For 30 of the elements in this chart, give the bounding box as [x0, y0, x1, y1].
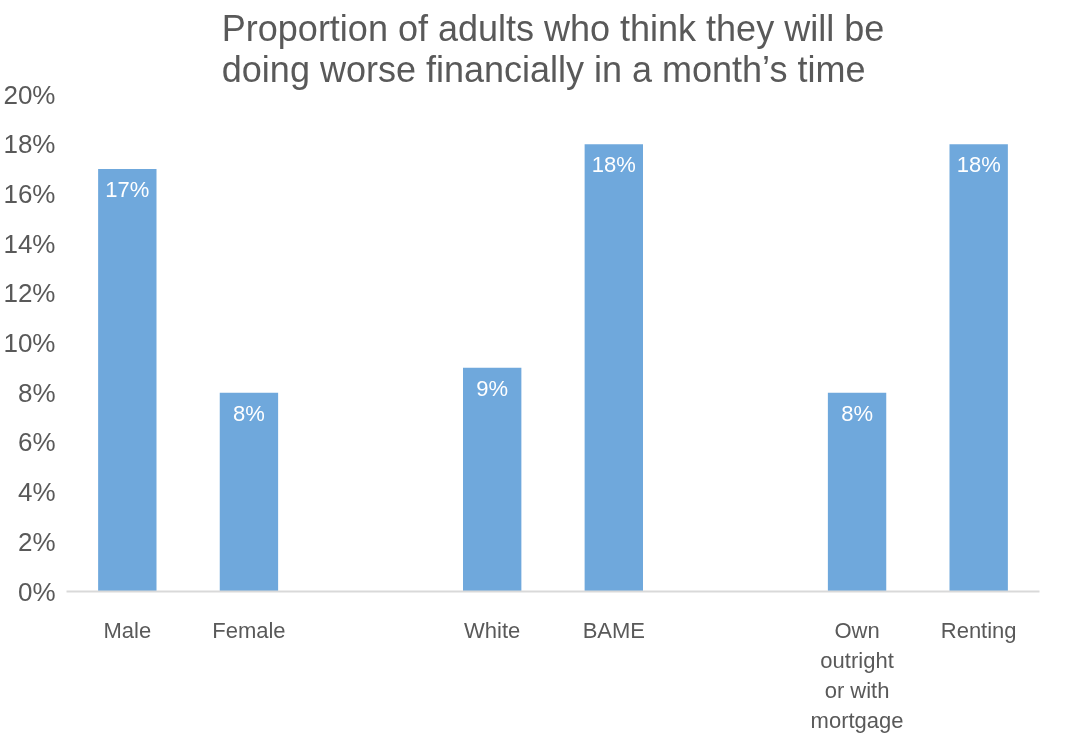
- y-tick-label: 20%: [3, 79, 56, 110]
- y-tick-label: 6%: [17, 427, 56, 458]
- y-tick-label: 8%: [17, 377, 56, 408]
- data-label: 9%: [476, 375, 509, 401]
- data-label: 8%: [233, 400, 265, 426]
- bar: [584, 144, 643, 592]
- x-tick-label: Female: [212, 617, 286, 643]
- x-tick-label: BAME: [582, 617, 645, 643]
- y-tick-label: 10%: [3, 328, 56, 358]
- x-tick-label: Male: [103, 617, 152, 643]
- y-tick-label: 0%: [17, 576, 56, 607]
- y-tick-label: 14%: [3, 228, 56, 259]
- y-tick-label: 2%: [17, 526, 56, 557]
- data-label: 17%: [105, 177, 150, 203]
- bar: [219, 392, 279, 592]
- y-tick-label: 16%: [3, 178, 56, 209]
- data-label: 18%: [591, 152, 636, 178]
- y-tick-label: 12%: [3, 278, 56, 309]
- x-tick-label: Renting: [940, 617, 1017, 643]
- bar: [463, 367, 522, 592]
- bar: [98, 169, 157, 592]
- data-label: 8%: [841, 400, 873, 426]
- x-tick-label: White: [464, 617, 521, 643]
- y-tick-label: 18%: [3, 129, 56, 160]
- bar: [949, 144, 1008, 592]
- y-tick-label: 4%: [17, 477, 56, 508]
- bar: [827, 392, 887, 592]
- chart-title: Proportion of adults who think they will be doing worse financially in a month’s time: [221, 7, 885, 90]
- data-label: 18%: [956, 152, 1001, 178]
- x-tick-label: Own outright or with mortgage: [810, 617, 904, 733]
